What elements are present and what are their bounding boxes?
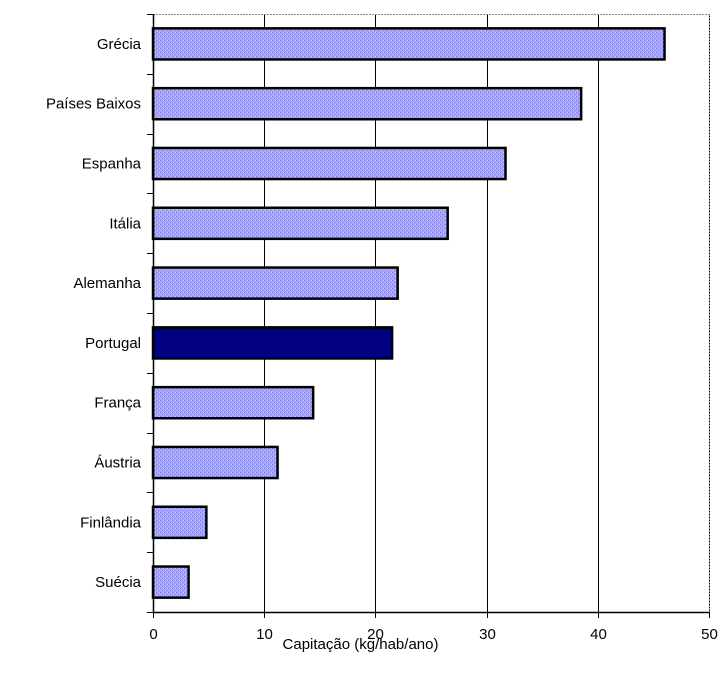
x-tick-label: 50 (701, 626, 718, 643)
x-tick-label: 40 (590, 626, 607, 643)
bar-9 (151, 565, 190, 599)
bar-1 (151, 86, 583, 121)
category-label: Alemanha (73, 275, 141, 292)
bars (151, 27, 666, 599)
category-label: Suécia (95, 574, 142, 591)
axes (147, 14, 710, 618)
x-axis-label: Capitação (kg/hab/ano) (282, 636, 439, 653)
bar-4 (151, 266, 399, 300)
x-tick-label: 20 (367, 626, 384, 643)
bar-3 (151, 206, 449, 241)
bar-0 (151, 27, 666, 61)
category-label: Espanha (82, 156, 142, 173)
category-label: Finlândia (80, 514, 142, 531)
category-label: Itália (109, 215, 141, 232)
bar-8 (151, 505, 208, 540)
category-label: Áustria (94, 455, 141, 472)
x-tick-label: 10 (256, 626, 273, 643)
category-label: Portugal (85, 335, 141, 352)
bar-7 (151, 445, 279, 480)
tick-labels: Grécia Países Baixos Espanha Itália Alemanha… (46, 36, 718, 643)
bar-5 (151, 326, 394, 360)
category-label: Grécia (97, 36, 142, 53)
x-tick-label: 30 (479, 626, 496, 643)
bar-6 (151, 385, 315, 420)
category-label: Países Baixos (46, 96, 141, 113)
x-tick-label: 0 (149, 626, 157, 643)
bar-2 (151, 146, 507, 181)
category-label: França (94, 395, 141, 412)
